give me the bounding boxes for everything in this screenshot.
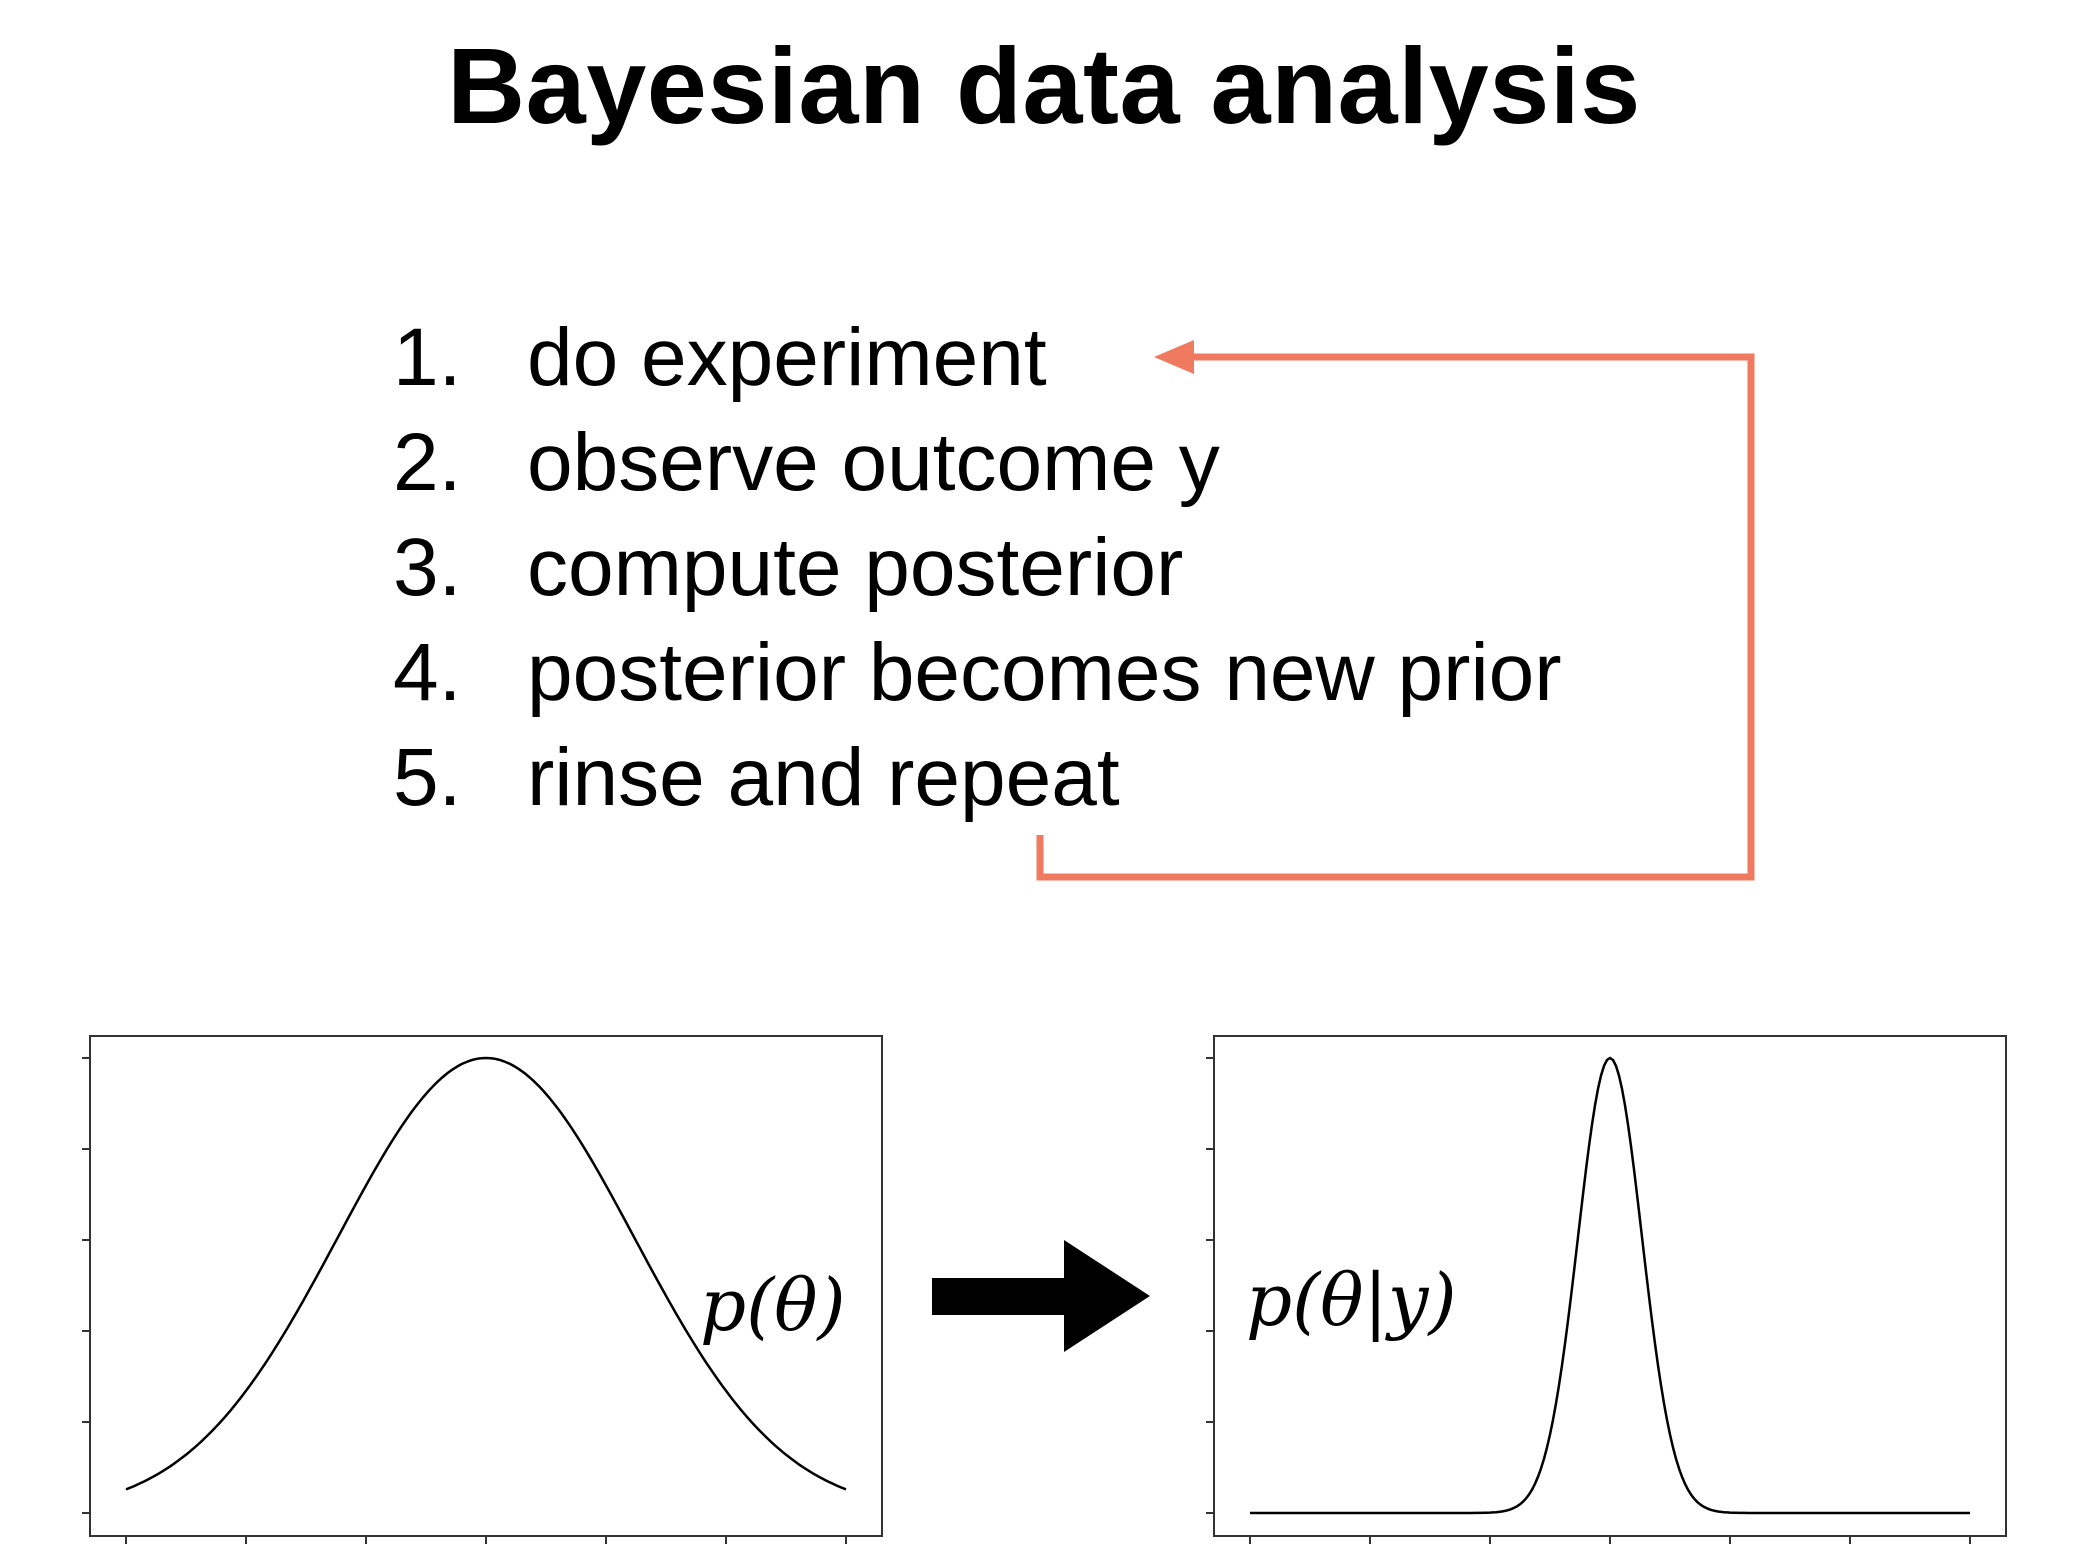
loop-arrowhead-icon xyxy=(1154,340,1194,374)
prior-plot: p(θ) xyxy=(82,1035,883,1544)
step-text: observe outcome y xyxy=(527,417,1220,508)
step-text: do experiment xyxy=(527,312,1047,403)
prior-y-ticks xyxy=(82,1057,90,1514)
step-number: 1. xyxy=(393,312,462,403)
step-item: 3. compute posterior xyxy=(393,515,1562,620)
step-item: 4. posterior becomes new prior xyxy=(393,620,1562,725)
right-arrow-icon xyxy=(932,1240,1150,1352)
posterior-curve xyxy=(1250,1056,1970,1515)
loop-arrow-line xyxy=(1036,353,1755,881)
posterior-x-ticks xyxy=(1249,1536,1971,1544)
transition-arrow-shaft xyxy=(932,1278,1067,1315)
step-text: compute posterior xyxy=(527,522,1184,613)
step-text: posterior becomes new prior xyxy=(527,627,1562,718)
transition-arrow-head xyxy=(1064,1240,1150,1352)
prior-label: p(θ) xyxy=(700,1263,846,1347)
posterior-plot-frame xyxy=(1213,1035,2007,1537)
posterior-label: p(θ|y) xyxy=(1246,1258,1457,1342)
step-item: 1. do experiment xyxy=(393,305,1562,410)
loop-arrow xyxy=(1036,340,1755,881)
prior-plot-frame xyxy=(89,1035,883,1537)
prior-curve xyxy=(125,1056,847,1491)
steps-list: 1. do experiment 2. observe outcome y 3. co… xyxy=(393,305,1562,830)
step-number: 5. xyxy=(393,732,462,823)
prior-x-ticks xyxy=(125,1536,847,1544)
slide-title: Bayesian data analysis xyxy=(447,25,1641,146)
step-item: 5. rinse and repeat xyxy=(393,725,1562,830)
step-number: 3. xyxy=(393,522,462,613)
posterior-y-ticks xyxy=(1206,1057,1214,1514)
posterior-plot: p(θ|y) xyxy=(1206,1035,2007,1544)
step-item: 2. observe outcome y xyxy=(393,410,1562,515)
step-text: rinse and repeat xyxy=(527,732,1120,823)
step-number: 2. xyxy=(393,417,462,508)
step-number: 4. xyxy=(393,627,462,718)
